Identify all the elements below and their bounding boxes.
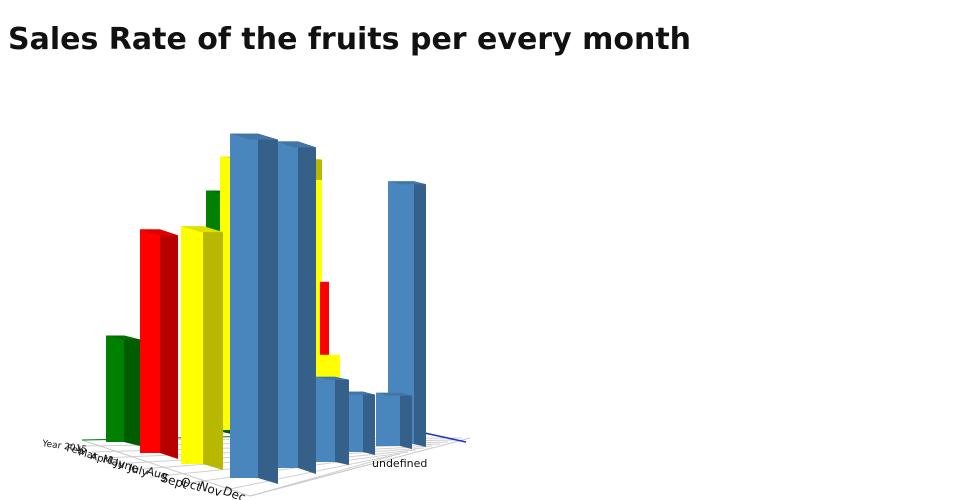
floor-edge [249,437,471,497]
x-tick-label: Aug [145,464,169,482]
x-tick-label: undefined [372,457,427,470]
bar-front [230,133,258,478]
bar-top [106,335,140,340]
bar-side [335,376,349,465]
x-tick-label: July [126,461,150,479]
bar [376,392,412,449]
bar-top [181,226,223,233]
bar-side [400,392,412,449]
bar-side [414,181,426,448]
grid-line [219,453,401,492]
bar-side [363,391,375,455]
bar [140,229,178,459]
bar-side [160,229,178,459]
floor-edge [81,439,251,497]
bar [230,133,278,484]
bar-top [276,141,316,148]
bar-side [298,141,316,474]
x-tick-label: June [112,456,140,475]
bar-top [140,229,178,236]
bar-top [388,181,426,185]
bar-top [315,376,349,380]
bar-front [376,392,400,446]
bar-top [376,392,412,396]
bar-group [106,133,426,484]
x-tick-label: May [101,452,127,471]
bar [181,226,223,470]
bar-front [315,376,335,462]
bar-front [181,226,203,464]
x-tick-label: April [89,451,114,467]
chart-title: Sales Rate of the fruits per every month [8,22,692,57]
x-tick-label: Feb [65,443,85,457]
bar-front [106,335,124,442]
x-tick-label: Oct [179,475,203,495]
bar [276,141,316,474]
x-axis-ticks: Year 2015FebMarAprilMayJuneJulyAugSeptOc… [41,439,428,500]
bar [315,376,349,465]
x-tick-label: Mar [77,447,99,462]
bar-side [258,133,278,484]
bar-top [230,133,278,140]
x-tick-label: Nov [197,479,224,500]
bar-front [276,141,298,468]
bar-side [124,335,140,446]
bar-front [140,229,160,453]
bar-side [203,226,223,470]
x-axis-line [419,431,467,443]
bar [106,335,140,446]
